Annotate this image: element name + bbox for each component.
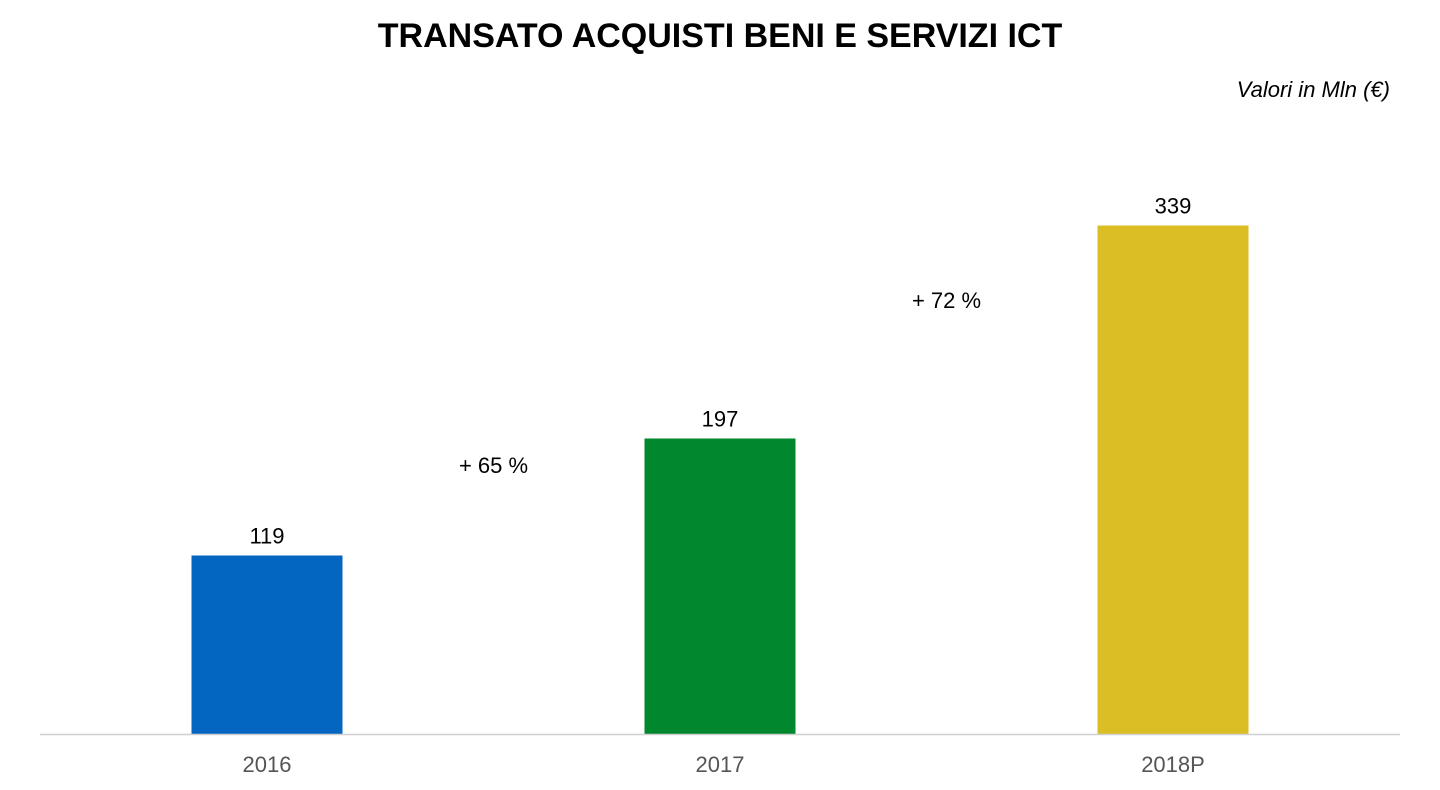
data-label-2018p: 339 (1155, 194, 1192, 219)
chart-subtitle: Valori in Mln (€) (1236, 77, 1390, 102)
bar-2017 (644, 438, 796, 734)
data-label-2016: 119 (249, 524, 284, 549)
x-tick-label-2017: 2017 (696, 752, 745, 777)
chart-title: TRANSATO ACQUISTI BENI E SERVIZI ICT (377, 17, 1063, 55)
data-label-2017: 197 (702, 407, 739, 432)
growth-annotation-2: + 72 % (912, 288, 981, 313)
x-tick-label-2016: 2016 (243, 752, 292, 777)
bar-2018p (1097, 225, 1249, 734)
growth-annotation-1: + 65 % (459, 453, 528, 478)
bar-2016 (191, 555, 343, 734)
x-tick-label-2018p: 2018P (1141, 752, 1205, 777)
